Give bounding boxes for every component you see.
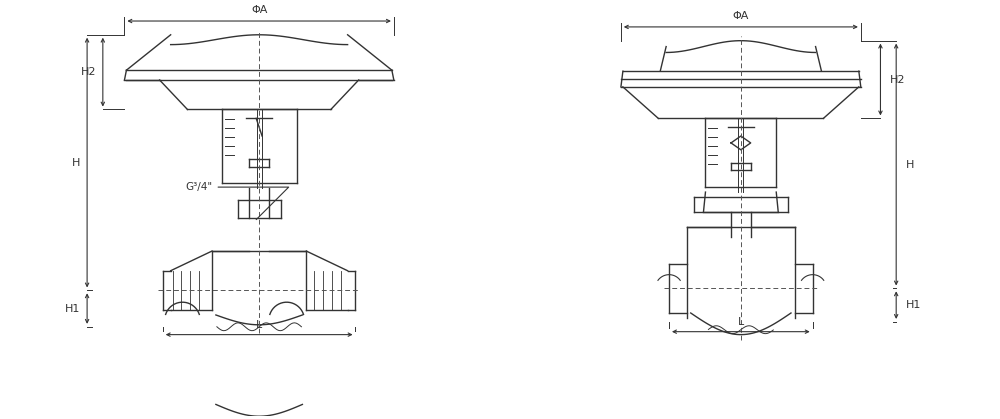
Text: H1: H1 [906, 300, 921, 310]
Text: ΦA: ΦA [733, 11, 749, 21]
Text: L: L [256, 320, 262, 330]
Text: H: H [906, 160, 914, 170]
Text: H1: H1 [65, 304, 80, 313]
Text: G³/4": G³/4" [185, 182, 289, 220]
Text: H2: H2 [80, 67, 96, 77]
Text: ΦA: ΦA [251, 5, 267, 15]
Text: L: L [738, 317, 744, 327]
Text: H: H [72, 158, 80, 168]
Text: H2: H2 [890, 75, 906, 85]
